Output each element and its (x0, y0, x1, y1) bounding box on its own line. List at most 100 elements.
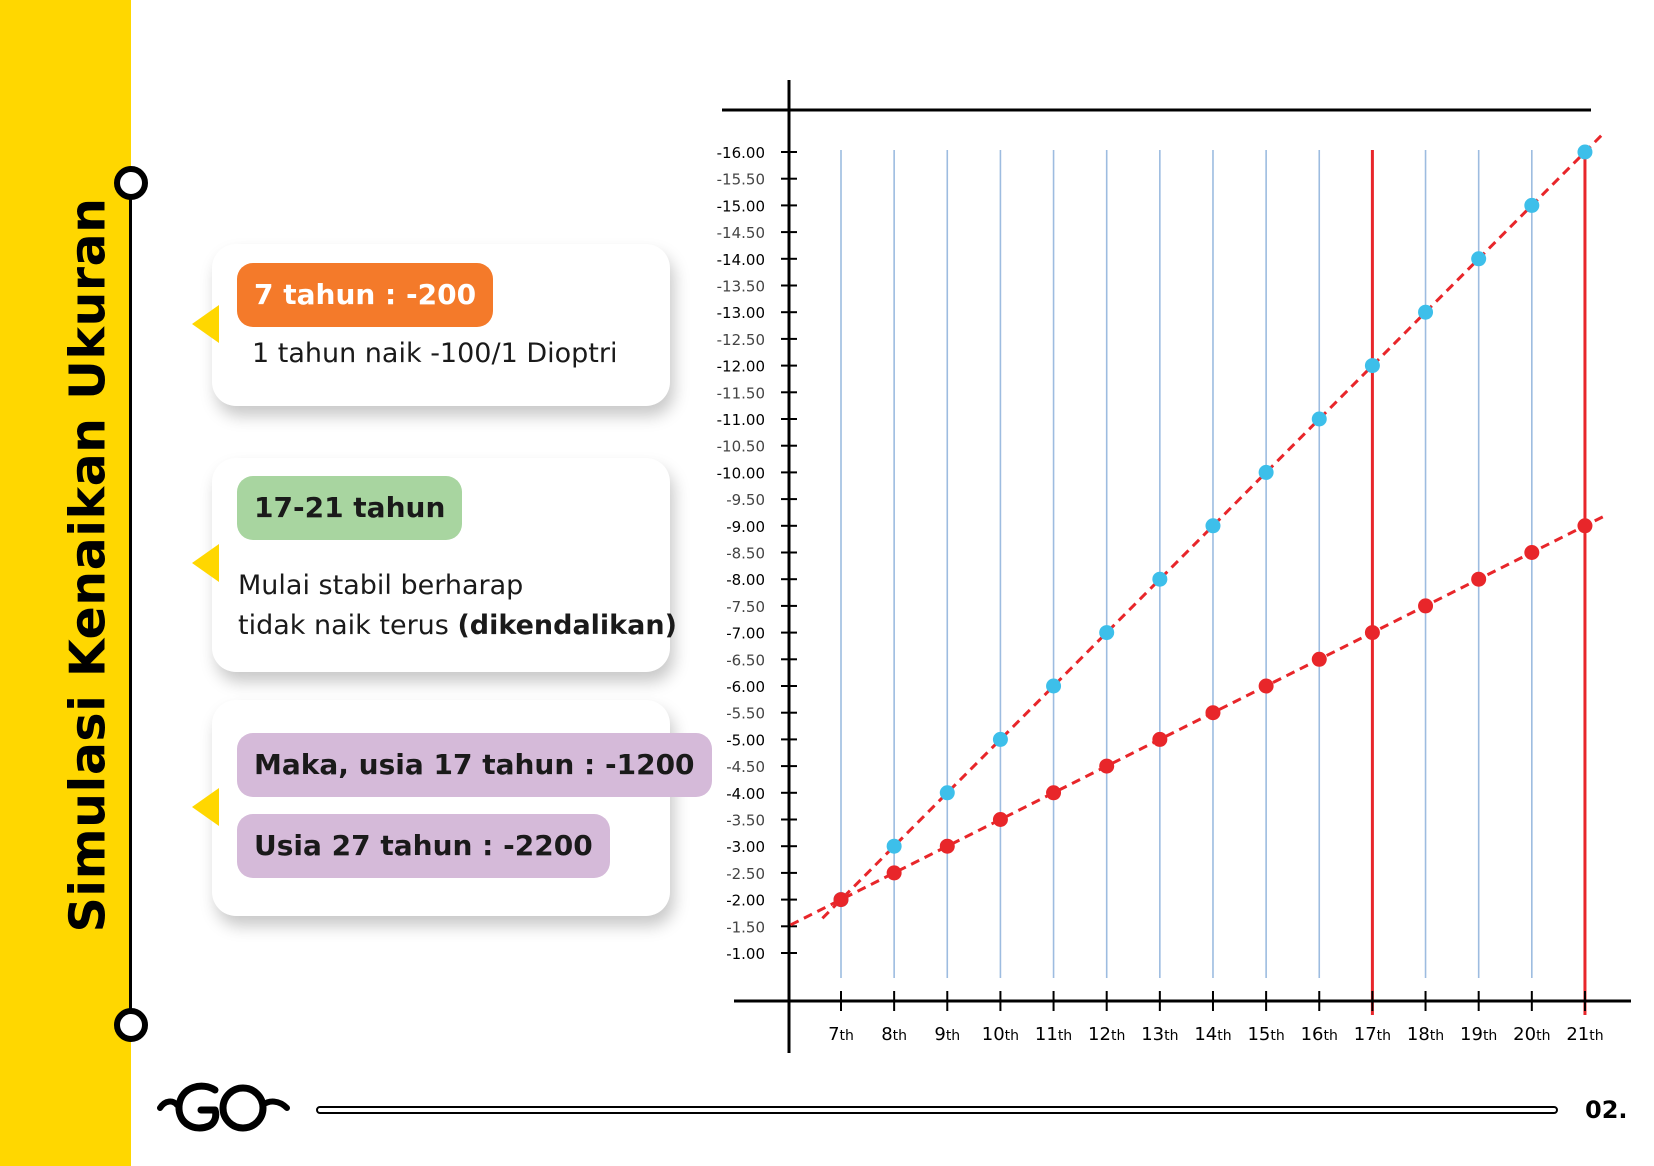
start-point-overlap (837, 895, 845, 904)
card-2-pointer-icon (192, 544, 219, 582)
x-tick-label-12th: 12th (1088, 1024, 1125, 1045)
series-2-point (1046, 785, 1062, 801)
x-tick-label-21st: 21th (1566, 1024, 1603, 1045)
series-2-point (1205, 705, 1221, 721)
timeline-dot-top (114, 166, 148, 200)
y-tick-label: -11.00 (717, 411, 765, 429)
y-tick-label: -6.00 (726, 678, 765, 696)
series-layer (789, 132, 1605, 927)
y-tick-label: -5.00 (726, 731, 765, 749)
series-1-point (992, 731, 1008, 747)
series-1-trend-line (821, 132, 1605, 920)
grid-layer (840, 150, 1587, 1015)
y-tick-label: -1.00 (726, 945, 765, 963)
y-tick-label: -12.50 (717, 331, 765, 349)
y-tick-label: -3.50 (726, 812, 765, 830)
y-tick-label: -9.50 (726, 491, 765, 509)
series-2-point (1099, 758, 1115, 774)
card-2-text-line1: Mulai stabil berharap (238, 570, 524, 601)
series-1-point (1364, 358, 1380, 374)
x-tick-label-10th: 10th (982, 1024, 1019, 1045)
y-tick-label: -1.50 (726, 918, 765, 936)
series-1-point (886, 838, 902, 854)
x-tick-label-19th: 19th (1460, 1024, 1497, 1045)
y-tick-label: -8.00 (726, 571, 765, 589)
series-1-point (1099, 625, 1115, 641)
x-tick-label-17th: 17th (1354, 1024, 1391, 1045)
series-2-point (1471, 571, 1487, 587)
series-2-point (1364, 625, 1380, 641)
x-tick-label-15th: 15th (1247, 1024, 1284, 1045)
y-tick-label: -10.50 (717, 438, 765, 456)
card-3-pill-1: Maka, usia 17 tahun : -1200 (237, 733, 712, 797)
x-tick-label-16th: 16th (1301, 1024, 1338, 1045)
y-tick-label: -6.50 (726, 651, 765, 669)
card-3-pill-2: Usia 27 tahun : -2200 (237, 814, 610, 878)
series-2-point (886, 865, 902, 881)
sidebar (0, 0, 131, 1166)
series-1-point (1152, 571, 1168, 587)
series-2-point (1577, 518, 1593, 534)
x-ticks: 7th 8th 9th 10th 11th 12th 13th 14th 15th 16th 17t… (828, 991, 1604, 1045)
y-tick-label: -16.00 (717, 144, 765, 162)
card-2-text-bold: (dikendalikan) (457, 610, 677, 641)
timeline-line (129, 181, 132, 1023)
series-1-point (1471, 251, 1487, 267)
x-tick-label-14th: 14th (1194, 1024, 1231, 1045)
series-1-point (1418, 304, 1434, 320)
x-tick-label-8th: 8th (881, 1024, 907, 1045)
y-tick-label: -8.50 (726, 545, 765, 563)
footer-bar (316, 1106, 1558, 1114)
series-2-point (1258, 678, 1274, 694)
y-tick-label: -13.50 (717, 278, 765, 296)
y-tick-label: -12.00 (717, 358, 765, 376)
series-1-point (939, 785, 955, 801)
axes-layer (722, 80, 1631, 1053)
y-tick-label: -13.00 (717, 304, 765, 322)
y-tick-label: -14.50 (717, 224, 765, 242)
series-2-trend-line (789, 515, 1605, 927)
y-tick-label: -15.50 (717, 171, 765, 189)
series-1-point (1524, 197, 1540, 213)
series-2-point (1311, 651, 1327, 667)
y-tick-label: -2.00 (726, 892, 765, 910)
card-1-pointer-icon (192, 305, 219, 343)
x-tick-label-13th: 13th (1141, 1024, 1178, 1045)
series-1-point (1311, 411, 1327, 427)
series-2-point (1524, 545, 1540, 560)
series-2-point (992, 812, 1008, 827)
y-tick-label: -9.00 (726, 518, 765, 536)
x-tick-label-18th: 18th (1407, 1024, 1444, 1045)
y-tick-label: -3.00 (726, 838, 765, 856)
x-tick-label-20th: 20th (1513, 1024, 1550, 1045)
y-tick-label: -7.00 (726, 625, 765, 643)
series-1-point (1258, 464, 1274, 480)
x-tick-label-9th: 9th (934, 1024, 960, 1045)
card-2-text: Mulai stabil berharap tidak naik terus (… (238, 566, 677, 646)
series-2-point (1152, 731, 1168, 747)
y-tick-label: -4.00 (726, 785, 765, 803)
y-tick-label: -14.00 (717, 251, 765, 269)
series-1-point (1205, 518, 1221, 534)
series-1-point (1046, 678, 1062, 694)
timeline-dot-bottom (114, 1008, 148, 1042)
series-2-point (939, 838, 955, 854)
y-ticks: -1.00 -1.50 -2.00 -2.50 -3.00 -3.50 -4.00 -4.50… (717, 144, 797, 963)
y-tick-label: -2.50 (726, 865, 765, 883)
card-1-text: 1 tahun naik -100/1 Dioptri (252, 338, 618, 369)
card-1-pill: 7 tahun : -200 (237, 263, 494, 327)
y-tick-label: -4.50 (726, 758, 765, 776)
y-tick-label: -7.50 (726, 598, 765, 616)
x-tick-label-11th: 11th (1035, 1024, 1072, 1045)
go-glasses-logo: GO (157, 1082, 290, 1132)
y-tick-label: -15.00 (717, 197, 765, 215)
page-number: 02. (1585, 1096, 1628, 1124)
x-tick-label-7th: 7th (828, 1024, 854, 1045)
card-2-pill: 17-21 tahun (237, 476, 463, 540)
series-1-point (1577, 144, 1593, 160)
card-3-pointer-icon (192, 788, 219, 826)
y-tick-label: -10.00 (717, 464, 765, 482)
card-2-text-line2: tidak naik terus (238, 610, 458, 641)
y-tick-label: -11.50 (717, 384, 765, 402)
